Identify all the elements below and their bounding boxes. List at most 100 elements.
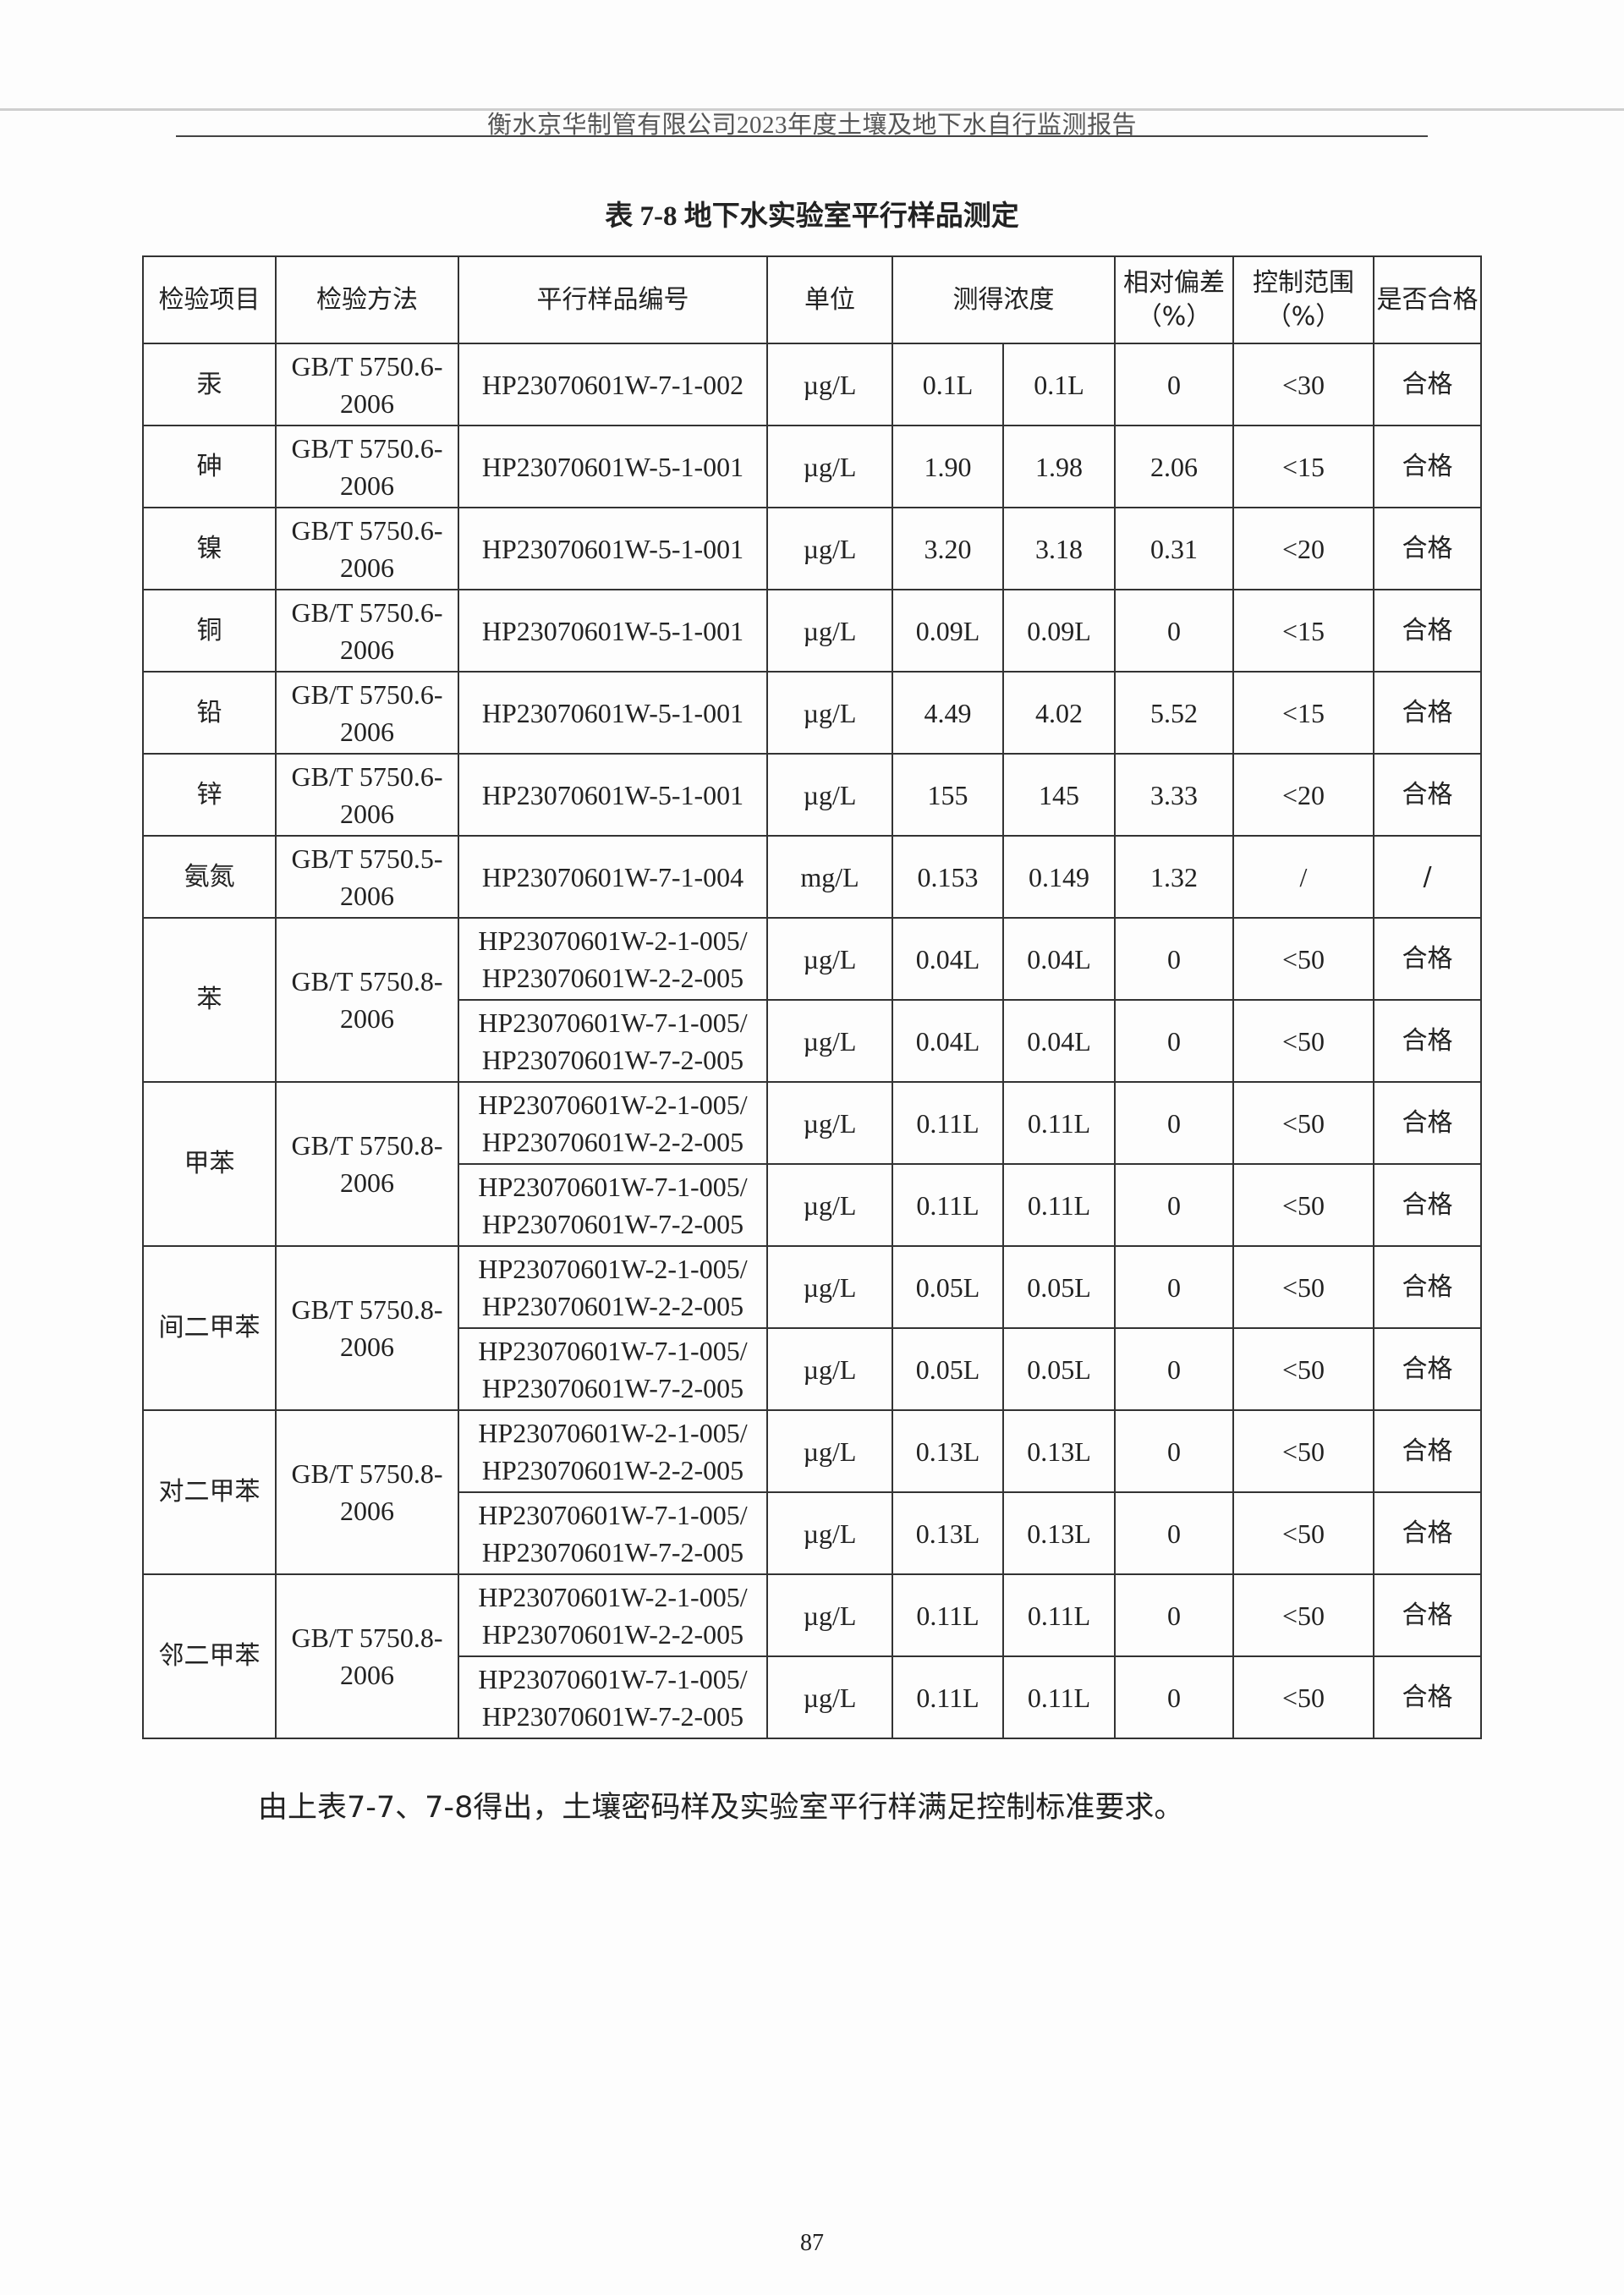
running-header: 衡水京华制管有限公司2023年度土壤及地下水自行监测报告 [486,112,1137,139]
cell-pass: 合格 [1373,1081,1482,1165]
cell-concentration-1: 1.90 [892,425,1004,508]
cell-pass: 合格 [1373,507,1482,590]
cell-concentration-1: 155 [892,753,1004,837]
cell-method: GB/T 5750.6-2006 [275,589,459,673]
cell-control-range: <15 [1232,671,1374,755]
cell-pass: 合格 [1373,917,1482,1001]
cell-item: 对二甲苯 [142,1409,277,1575]
cell-item: 镍 [142,507,277,590]
cell-method: GB/T 5750.8-2006 [275,917,459,1083]
cell-method: GB/T 5750.8-2006 [275,1245,459,1411]
cell-relative-deviation: 0 [1114,1491,1234,1575]
cell-relative-deviation: 3.33 [1114,753,1234,837]
cell-relative-deviation: 0 [1114,999,1234,1083]
cell-control-range: <20 [1232,507,1374,590]
cell-relative-deviation: 0 [1114,917,1234,1001]
cell-item: 间二甲苯 [142,1245,277,1411]
table-row: 苯 GB/T 5750.8-2006 HP23070601W-2-1-005/ HP… [142,917,1482,1083]
table-row: 铅 GB/T 5750.6-2006 HP23070601W-5-1-001 µg/L… [142,671,1482,755]
cell-unit: µg/L [766,1327,893,1411]
table-row: 汞 GB/T 5750.6-2006 HP23070601W-7-1-002 µg/L… [142,343,1482,426]
cell-unit: µg/L [766,1655,893,1739]
cell-control-range: <20 [1232,753,1374,837]
cell-concentration-1: 0.11L [892,1573,1004,1657]
cell-sample: HP23070601W-5-1-001 [458,507,768,590]
col-unit: 单位 [766,255,893,344]
cell-relative-deviation: 0 [1114,589,1234,673]
page-number: 87 [800,2230,824,2256]
cell-sample: HP23070601W-5-1-001 [458,753,768,837]
col-control-range: 控制范围（%） [1232,255,1374,344]
cell-method: GB/T 5750.6-2006 [275,507,459,590]
cell-concentration-2: 0.11L [1002,1163,1116,1247]
cell-item: 邻二甲苯 [142,1573,277,1739]
cell-control-range: <15 [1232,589,1374,673]
cell-concentration-1: 3.20 [892,507,1004,590]
cell-method: GB/T 5750.6-2006 [275,425,459,508]
cell-control-range: <50 [1232,1245,1374,1329]
cell-sample: HP23070601W-5-1-001 [458,425,768,508]
cell-pass: 合格 [1373,425,1482,508]
cell-unit: µg/L [766,425,893,508]
cell-relative-deviation: 0 [1114,1163,1234,1247]
cell-method: GB/T 5750.6-2006 [275,753,459,837]
cell-sample: HP23070601W-2-1-005/ HP23070601W-2-2-005 [458,1081,768,1165]
cell-concentration-1: 0.153 [892,835,1004,919]
cell-concentration-2: 0.1L [1002,343,1116,426]
cell-unit: µg/L [766,999,893,1083]
table-row: HP23070601W-7-1-005/ HP23070601W-7-2-005… [143,1163,1482,1247]
cell-concentration-1: 0.04L [892,917,1004,1001]
cell-unit: µg/L [766,1081,893,1165]
cell-relative-deviation: 0 [1114,1655,1234,1739]
col-pass: 是否合格 [1373,255,1482,344]
col-sample: 平行样品编号 [458,255,768,344]
cell-item: 甲苯 [142,1081,277,1247]
cell-concentration-2: 0.13L [1002,1491,1116,1575]
cell-concentration-1: 0.05L [892,1327,1004,1411]
cell-pass: 合格 [1373,1655,1482,1739]
cell-unit: µg/L [766,917,893,1001]
cell-concentration-1: 0.1L [892,343,1004,426]
table-row: 邻二甲苯 GB/T 5750.8-2006 HP23070601W-2-1-005/… [142,1573,1482,1739]
cell-control-range: <30 [1232,343,1374,426]
cell-concentration-2: 0.05L [1002,1327,1116,1411]
cell-pass: 合格 [1373,671,1482,755]
cell-sample: HP23070601W-2-1-005/ HP23070601W-2-2-005 [458,1409,768,1493]
cell-item: 砷 [142,425,277,508]
cell-concentration-1: 0.11L [892,1081,1004,1165]
table-row: 铜 GB/T 5750.6-2006 HP23070601W-5-1-001 µg/L… [142,589,1482,673]
cell-sample: HP23070601W-2-1-005/ HP23070601W-2-2-005 [458,917,768,1001]
cell-concentration-1: 0.11L [892,1163,1004,1247]
cell-concentration-2: 0.11L [1002,1573,1116,1657]
cell-pass: 合格 [1373,589,1482,673]
cell-relative-deviation: 0 [1114,1081,1234,1165]
cell-item: 苯 [142,917,277,1083]
col-item: 检验项目 [142,255,277,344]
cell-method: GB/T 5750.8-2006 [275,1409,459,1575]
header-rule [176,135,1428,137]
cell-item: 汞 [142,343,277,426]
cell-control-range: <50 [1232,1573,1374,1657]
table-row: 镍 GB/T 5750.6-2006 HP23070601W-5-1-001 µg/L… [142,507,1482,590]
table-row: 甲苯 GB/T 5750.8-2006 HP23070601W-2-1-005/ H… [142,1081,1482,1247]
table-row: 氨氮 GB/T 5750.5-2006 HP23070601W-7-1-004 mg/… [142,835,1482,919]
table-title: 表 7-8 地下水实验室平行样品测定 [605,201,1019,232]
table-row: HP23070601W-7-1-005/ HP23070601W-7-2-005… [143,1491,1482,1575]
cell-item: 锌 [142,753,277,837]
cell-sample: HP23070601W-7-1-002 [458,343,768,426]
cell-unit: µg/L [766,1245,893,1329]
table-row: 对二甲苯 GB/T 5750.8-2006 HP23070601W-2-1-005/… [142,1409,1482,1575]
cell-method: GB/T 5750.8-2006 [275,1573,459,1739]
cell-unit: µg/L [766,1491,893,1575]
cell-concentration-2: 0.09L [1002,589,1116,673]
cell-unit: µg/L [766,1163,893,1247]
col-method: 检验方法 [275,255,459,344]
cell-control-range: <50 [1232,1163,1374,1247]
header-row: 检验项目 检验方法 平行样品编号 单位 测得浓度 相对偏差（%） 控制范围（%）… [142,255,1482,344]
cell-relative-deviation: 2.06 [1114,425,1234,508]
cell-method: GB/T 5750.6-2006 [275,343,459,426]
cell-concentration-2: 3.18 [1002,507,1116,590]
col-relative-deviation: 相对偏差（%） [1114,255,1234,344]
cell-control-range: <50 [1232,999,1374,1083]
cell-concentration-2: 0.149 [1002,835,1116,919]
